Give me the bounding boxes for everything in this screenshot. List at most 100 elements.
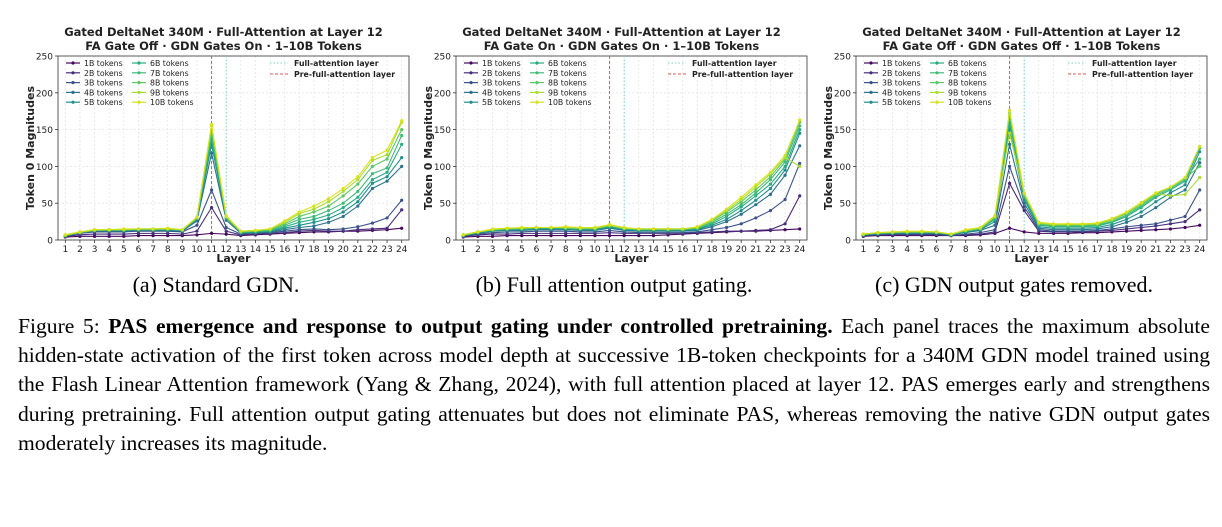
figure-caption-body: Each panel traces the maximum absolute h… xyxy=(18,314,1210,455)
data-point xyxy=(1124,229,1129,233)
x-tick-label: 19 xyxy=(323,245,335,255)
data-point xyxy=(768,228,773,232)
x-tick-label: 15 xyxy=(1062,245,1073,255)
data-point xyxy=(622,225,626,230)
data-point xyxy=(1022,208,1026,213)
data-point xyxy=(578,225,582,230)
chart-subtitle: FA Gate Off · GDN Gates Off · 1–10B Toke… xyxy=(883,39,1161,53)
legend-marker xyxy=(71,61,75,65)
data-point xyxy=(1154,200,1158,204)
x-tick-label: 17 xyxy=(692,245,703,255)
data-point xyxy=(1183,183,1187,187)
data-point xyxy=(385,226,389,230)
data-point xyxy=(312,227,316,231)
x-tick-label: 10 xyxy=(589,245,601,255)
series-line xyxy=(463,119,801,236)
x-axis-label: Layer xyxy=(614,252,649,265)
data-point xyxy=(724,214,729,219)
chart-title: Gated DeltaNet 340M · Full-Attention at … xyxy=(64,25,383,39)
data-point xyxy=(1007,181,1012,185)
data-point xyxy=(1198,157,1202,161)
x-tick-label: 16 xyxy=(1077,245,1089,255)
data-point xyxy=(739,200,743,204)
data-point xyxy=(166,233,170,238)
data-point xyxy=(724,207,729,211)
y-axis-label: Token 0 Magnitudes xyxy=(24,86,37,210)
data-point xyxy=(297,210,301,214)
data-point xyxy=(209,122,214,127)
data-point xyxy=(920,229,924,233)
legend-marker xyxy=(137,61,141,65)
data-point xyxy=(1007,226,1012,230)
data-point xyxy=(651,227,656,231)
data-point xyxy=(607,228,612,233)
x-tick-label: 13 xyxy=(1033,245,1044,255)
data-point xyxy=(993,214,997,218)
data-point xyxy=(268,227,272,231)
data-point xyxy=(993,220,997,224)
data-point xyxy=(739,222,743,226)
data-point xyxy=(1198,188,1202,192)
data-point xyxy=(710,217,714,221)
x-tick-label: 12 xyxy=(220,245,231,255)
data-point xyxy=(1139,228,1143,233)
x-tick-label: 1 xyxy=(62,245,68,255)
data-point xyxy=(312,217,316,221)
data-point xyxy=(356,178,360,182)
data-point xyxy=(564,225,568,229)
data-point xyxy=(637,227,641,231)
x-tick-label: 4 xyxy=(904,245,910,255)
x-tick-label: 18 xyxy=(308,245,320,255)
data-point xyxy=(151,233,155,238)
data-point xyxy=(312,220,316,224)
data-point xyxy=(400,133,404,138)
data-point xyxy=(564,231,568,235)
data-point xyxy=(754,228,758,233)
data-point xyxy=(1124,210,1129,214)
data-point xyxy=(209,231,214,235)
data-point xyxy=(356,195,360,199)
x-tick-label: 24 xyxy=(794,245,806,255)
data-point xyxy=(993,228,997,232)
data-point xyxy=(534,231,539,235)
data-point xyxy=(1110,225,1114,229)
data-point xyxy=(783,228,787,232)
data-point xyxy=(783,197,787,202)
series-line xyxy=(463,122,801,236)
legend-vline-label: Full-attention layer xyxy=(692,59,777,68)
legend-vline-label: Pre-full-attention layer xyxy=(294,70,395,79)
data-point xyxy=(578,233,582,238)
data-point xyxy=(768,186,773,191)
data-point xyxy=(209,206,214,210)
data-point xyxy=(520,233,524,238)
data-point xyxy=(400,164,404,168)
data-point xyxy=(341,214,345,219)
data-point xyxy=(1037,220,1041,224)
x-tick-label: 8 xyxy=(963,245,969,255)
data-point xyxy=(385,216,389,220)
legend-label: 3B tokens xyxy=(84,79,123,88)
data-point xyxy=(1124,225,1129,229)
plot-frame xyxy=(855,55,1208,241)
data-point xyxy=(1007,164,1012,168)
y-tick-label: 50 xyxy=(840,200,852,210)
data-point xyxy=(341,227,345,231)
chart-full-attention-output-gating: Gated DeltaNet 340M · Full-Attention at … xyxy=(422,25,808,265)
x-tick-label: 1 xyxy=(460,245,466,255)
data-point xyxy=(724,217,729,221)
data-point xyxy=(934,230,939,234)
legend-vline-label: Pre-full-attention layer xyxy=(692,70,793,79)
data-point xyxy=(297,228,301,232)
data-point xyxy=(107,234,111,238)
data-point xyxy=(798,164,802,168)
data-point xyxy=(739,229,743,233)
legend-marker xyxy=(137,100,141,104)
data-point xyxy=(549,231,553,235)
data-point xyxy=(964,228,968,232)
plot-frame xyxy=(455,55,808,241)
y-axis-label: Token 0 Magnitudes xyxy=(422,86,435,210)
legend-marker xyxy=(469,81,473,85)
data-point xyxy=(993,223,997,227)
data-point xyxy=(1198,223,1202,227)
data-point xyxy=(1037,231,1041,235)
